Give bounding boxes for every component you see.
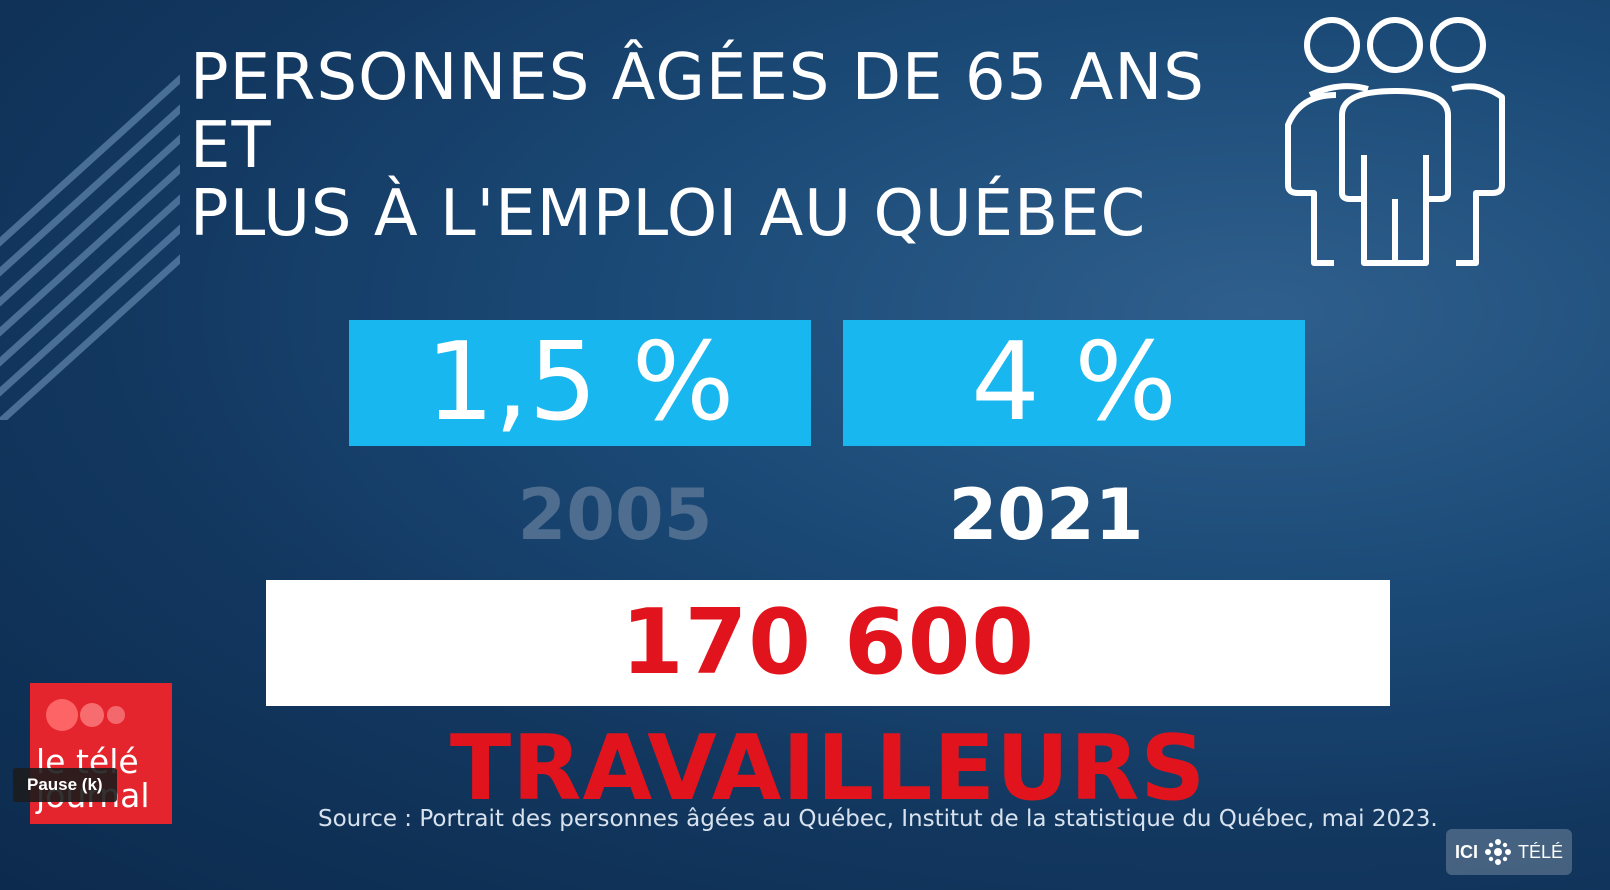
telejournal-dots-icon	[46, 699, 125, 731]
telejournal-logo: le télé journal	[30, 683, 172, 824]
people-group-icon	[1285, 17, 1505, 266]
radio-canada-gem-icon	[1484, 839, 1511, 865]
channel-name-label: TÉLÉ	[1517, 841, 1564, 862]
stat-2021-year: 2021	[948, 474, 1144, 556]
source-citation: Source : Portrait des personnes âgées au…	[318, 806, 1438, 832]
workers-count-banner: 170 600 TRAVAILLEURS	[266, 580, 1390, 821]
channel-ici-label: ICI	[1454, 841, 1478, 862]
ici-tele-logo: ICI TÉLÉ	[1446, 829, 1572, 875]
pause-tooltip: Pause (k)	[13, 768, 117, 802]
decorative-stripes	[0, 74, 180, 420]
stat-2005-year: 2005	[517, 474, 713, 556]
headline-line-2: PLUS À L'EMPLOI AU QUÉBEC	[190, 177, 1147, 251]
stat-2005-percentage: 1,5 %	[349, 320, 811, 446]
headline-title: PERSONNES ÂGÉES DE 65 ANS ET PLUS À L'EM…	[190, 44, 1250, 248]
stat-2021-percentage: 4 %	[843, 320, 1305, 446]
headline-line-1: PERSONNES ÂGÉES DE 65 ANS ET	[190, 41, 1205, 183]
